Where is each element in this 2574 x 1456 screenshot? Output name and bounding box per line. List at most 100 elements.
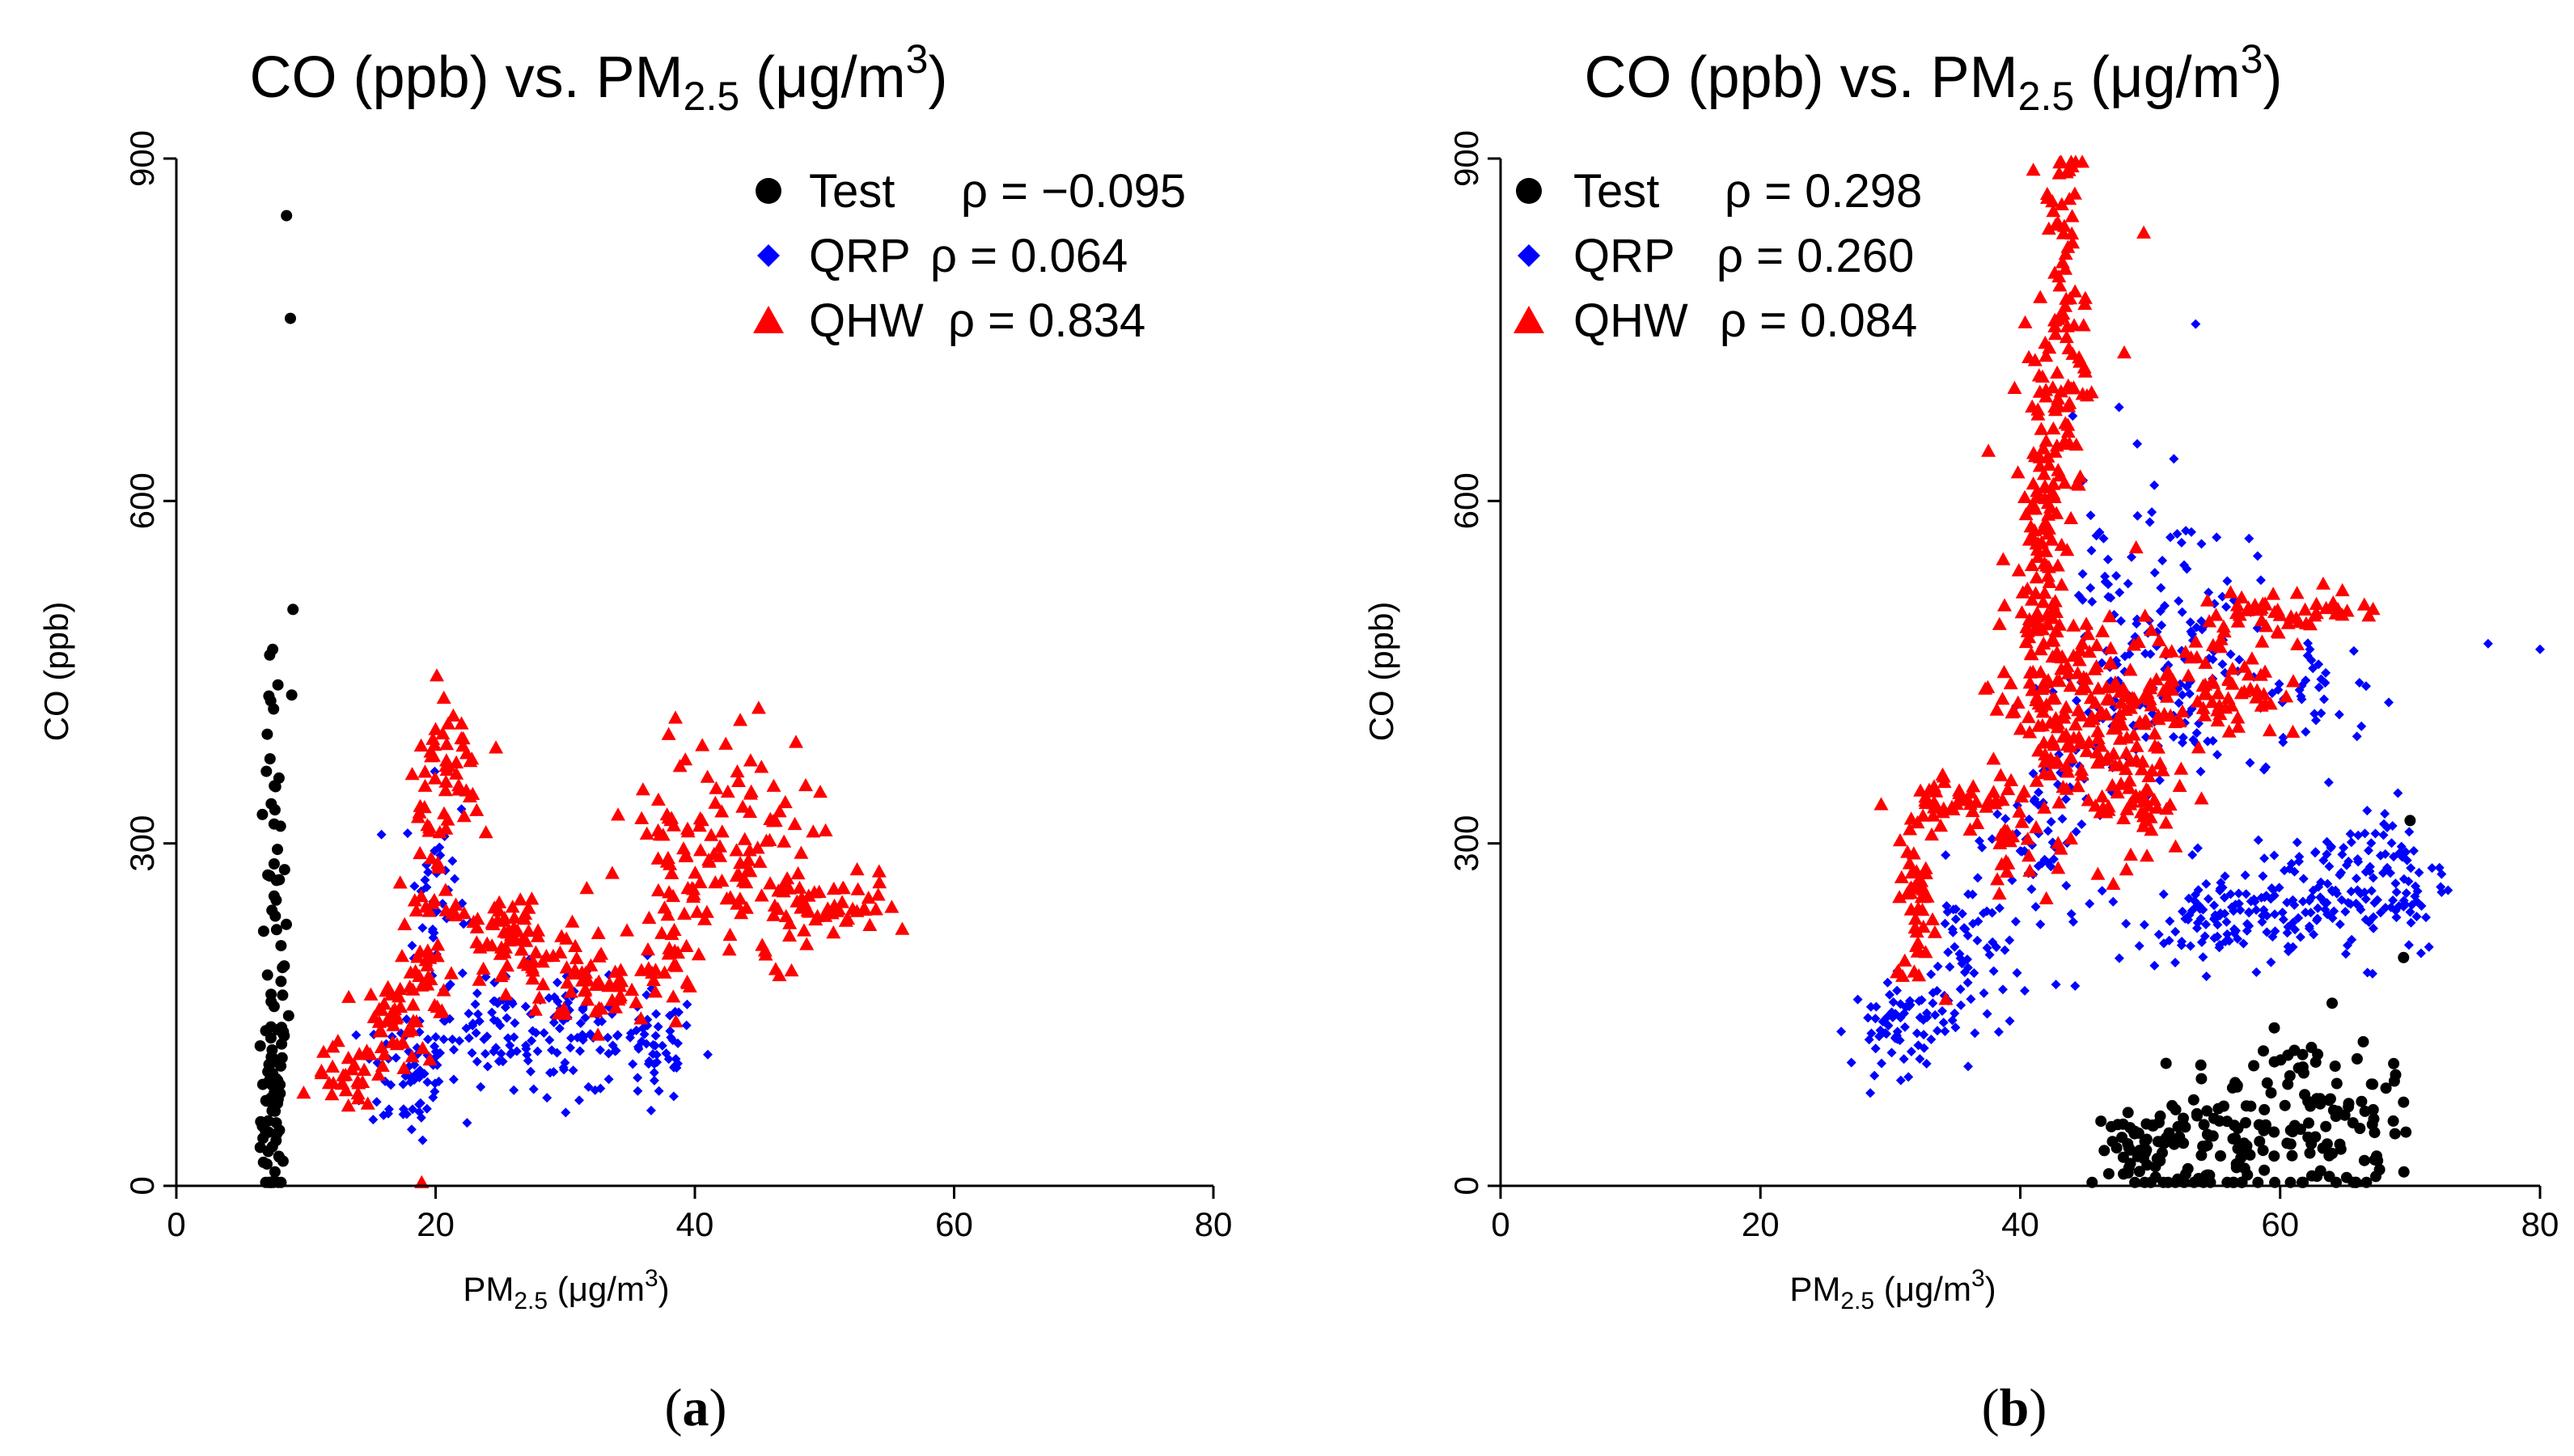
data-point-qhw	[826, 925, 841, 939]
data-point-qrp	[2234, 654, 2245, 665]
data-point-qhw	[806, 885, 822, 899]
data-point-qhw	[2046, 633, 2061, 647]
data-point-qhw	[2138, 713, 2153, 727]
y-tick-label: 600	[123, 472, 161, 529]
data-point-qhw	[432, 825, 447, 839]
data-point-qrp	[2097, 886, 2107, 896]
y-tick-label: 900	[1447, 130, 1485, 187]
data-point-qhw	[2149, 672, 2164, 686]
data-point-qhw	[2081, 627, 2096, 641]
data-point-qrp	[379, 1110, 389, 1120]
data-point-qrp	[414, 1073, 425, 1082]
data-point-qrp	[1943, 947, 1954, 958]
data-point-qrp	[2149, 480, 2160, 490]
data-point-qhw	[435, 726, 451, 740]
data-point-qrp	[603, 1032, 613, 1043]
data-point-qhw	[498, 987, 514, 1001]
data-point-qrp	[2196, 539, 2207, 549]
data-point-qhw	[836, 880, 851, 895]
data-point-test	[269, 1166, 281, 1178]
data-point-test	[2368, 1113, 2380, 1125]
data-point-qhw	[620, 923, 635, 937]
data-point-qhw	[661, 726, 676, 740]
data-point-qrp	[2191, 622, 2202, 633]
data-point-qrp	[2026, 884, 2037, 895]
data-point-test	[2356, 1095, 2368, 1107]
data-point-qhw	[1925, 912, 1940, 925]
data-point-qrp	[409, 881, 420, 891]
data-point-qrp	[2033, 861, 2043, 871]
data-point-test	[285, 312, 296, 324]
data-point-qhw	[650, 851, 666, 865]
data-point-qrp	[2094, 527, 2105, 537]
data-point-qhw	[2059, 329, 2074, 344]
data-point-qrp	[472, 1009, 483, 1019]
data-point-test	[2398, 1096, 2410, 1108]
data-point-qrp	[2253, 835, 2263, 845]
data-point-qhw	[752, 854, 768, 868]
data-point-qhw	[528, 945, 544, 959]
data-point-test	[272, 844, 283, 856]
data-point-qrp	[2380, 809, 2390, 819]
data-point-qrp	[2322, 849, 2332, 859]
data-point-qrp	[509, 1085, 519, 1095]
data-point-qhw	[409, 1014, 424, 1028]
data-point-test	[2373, 1164, 2386, 1175]
data-point-qhw	[2019, 620, 2034, 633]
data-point-qhw	[2230, 710, 2246, 724]
data-point-qhw	[763, 876, 778, 890]
data-point-qrp	[509, 1032, 519, 1043]
data-point-qrp	[575, 1018, 586, 1028]
data-point-test	[2365, 1078, 2377, 1090]
data-point-qhw	[2079, 671, 2094, 685]
data-point-qhw	[485, 916, 501, 930]
data-point-qhw	[604, 866, 620, 879]
data-point-qrp	[1938, 1018, 1949, 1028]
data-point-test	[267, 1068, 278, 1079]
data-point-qhw	[569, 950, 584, 964]
data-point-qhw	[654, 925, 670, 939]
data-point-qhw	[545, 948, 561, 963]
data-point-qrp	[455, 1035, 464, 1046]
data-point-qhw	[2036, 636, 2051, 650]
panel-a-scatter-plot: CO (ppb) vs. PM2.5 (μg/m3) 0 20 40 60 80 0 30…	[37, 36, 1232, 1437]
x-tick-label: 40	[676, 1205, 714, 1243]
data-point-qhw	[689, 904, 705, 918]
data-point-qhw	[777, 834, 792, 848]
data-point-qhw	[1915, 903, 1930, 916]
data-point-qrp	[2209, 933, 2220, 943]
data-point-qhw	[579, 881, 595, 895]
data-point-qrp	[2327, 913, 2338, 924]
data-point-qhw	[2335, 582, 2350, 597]
data-point-qrp	[574, 1095, 584, 1106]
data-point-qrp	[429, 928, 439, 938]
data-point-qrp	[2408, 845, 2419, 856]
data-point-qhw	[2058, 261, 2073, 275]
data-point-qhw	[396, 1060, 412, 1074]
data-point-qhw	[2035, 595, 2051, 608]
data-point-qhw	[2055, 780, 2071, 794]
data-point-qhw	[735, 799, 751, 813]
data-point-qrp	[2170, 926, 2181, 937]
data-point-qhw	[2054, 197, 2069, 210]
data-point-qhw	[2040, 569, 2055, 582]
data-point-qrp	[2119, 651, 2130, 662]
data-point-qrp	[459, 919, 469, 929]
data-point-qrp	[2121, 918, 2132, 929]
data-point-qrp	[2391, 912, 2402, 923]
data-point-qhw	[2309, 596, 2324, 610]
data-point-qrp	[2061, 880, 2072, 891]
data-point-qrp	[681, 1020, 692, 1031]
data-point-qhw	[2242, 681, 2258, 695]
data-point-qhw	[421, 823, 437, 837]
data-point-qrp	[2353, 857, 2364, 867]
data-point-qhw	[679, 938, 694, 952]
data-point-qhw	[2037, 766, 2052, 780]
data-point-qhw	[316, 1044, 331, 1058]
data-point-qrp	[1955, 984, 1966, 994]
data-point-qhw	[2017, 489, 2032, 503]
data-point-qhw	[790, 866, 806, 880]
data-point-qrp	[2114, 402, 2124, 413]
data-point-qhw	[2082, 644, 2097, 658]
data-point-qhw	[497, 945, 512, 959]
